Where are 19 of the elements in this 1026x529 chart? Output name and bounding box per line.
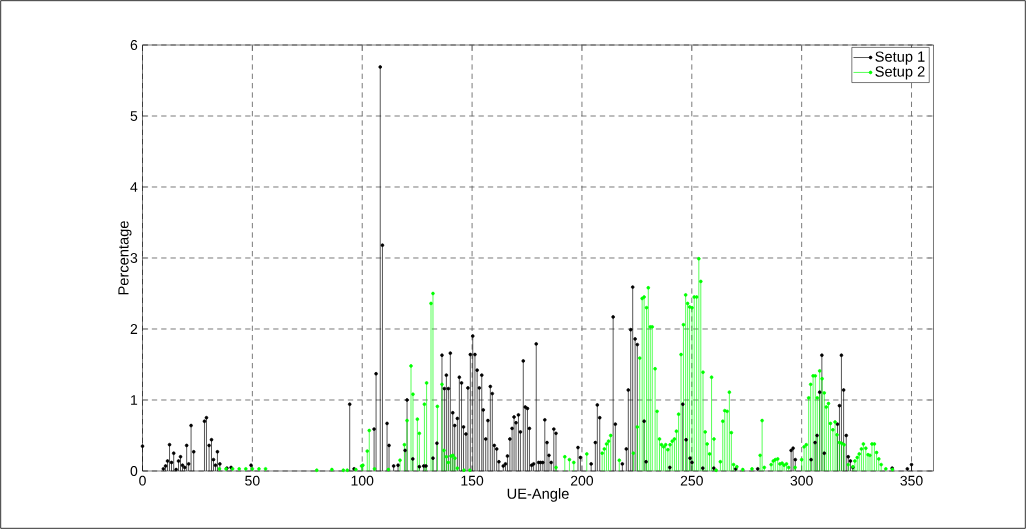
legend-label: Setup 2: [875, 66, 925, 80]
y-tick-label: 2: [130, 324, 138, 334]
x-tick-label: 350: [900, 475, 923, 486]
x-tick-label: 300: [790, 475, 813, 486]
y-tick-label: 1: [131, 395, 138, 405]
x-tick-label: 50: [245, 475, 260, 486]
legend-label: Setup 1: [875, 51, 925, 65]
x-tick-label: 150: [461, 475, 484, 486]
y-axis-title: Percentage: [118, 221, 132, 295]
x-tick-label: 0: [139, 475, 146, 486]
y-tick-label: 5: [130, 111, 138, 121]
x-tick-label: 100: [351, 475, 374, 486]
y-tick-label: 3: [130, 253, 138, 263]
x-tick-label: 200: [570, 475, 594, 486]
x-tick-label: 250: [680, 475, 703, 486]
y-tick-label: 6: [130, 40, 138, 50]
y-tick-label: 4: [130, 182, 138, 192]
x-axis-title: UE-Angle: [507, 488, 569, 502]
y-tick-label: 0: [130, 466, 138, 476]
